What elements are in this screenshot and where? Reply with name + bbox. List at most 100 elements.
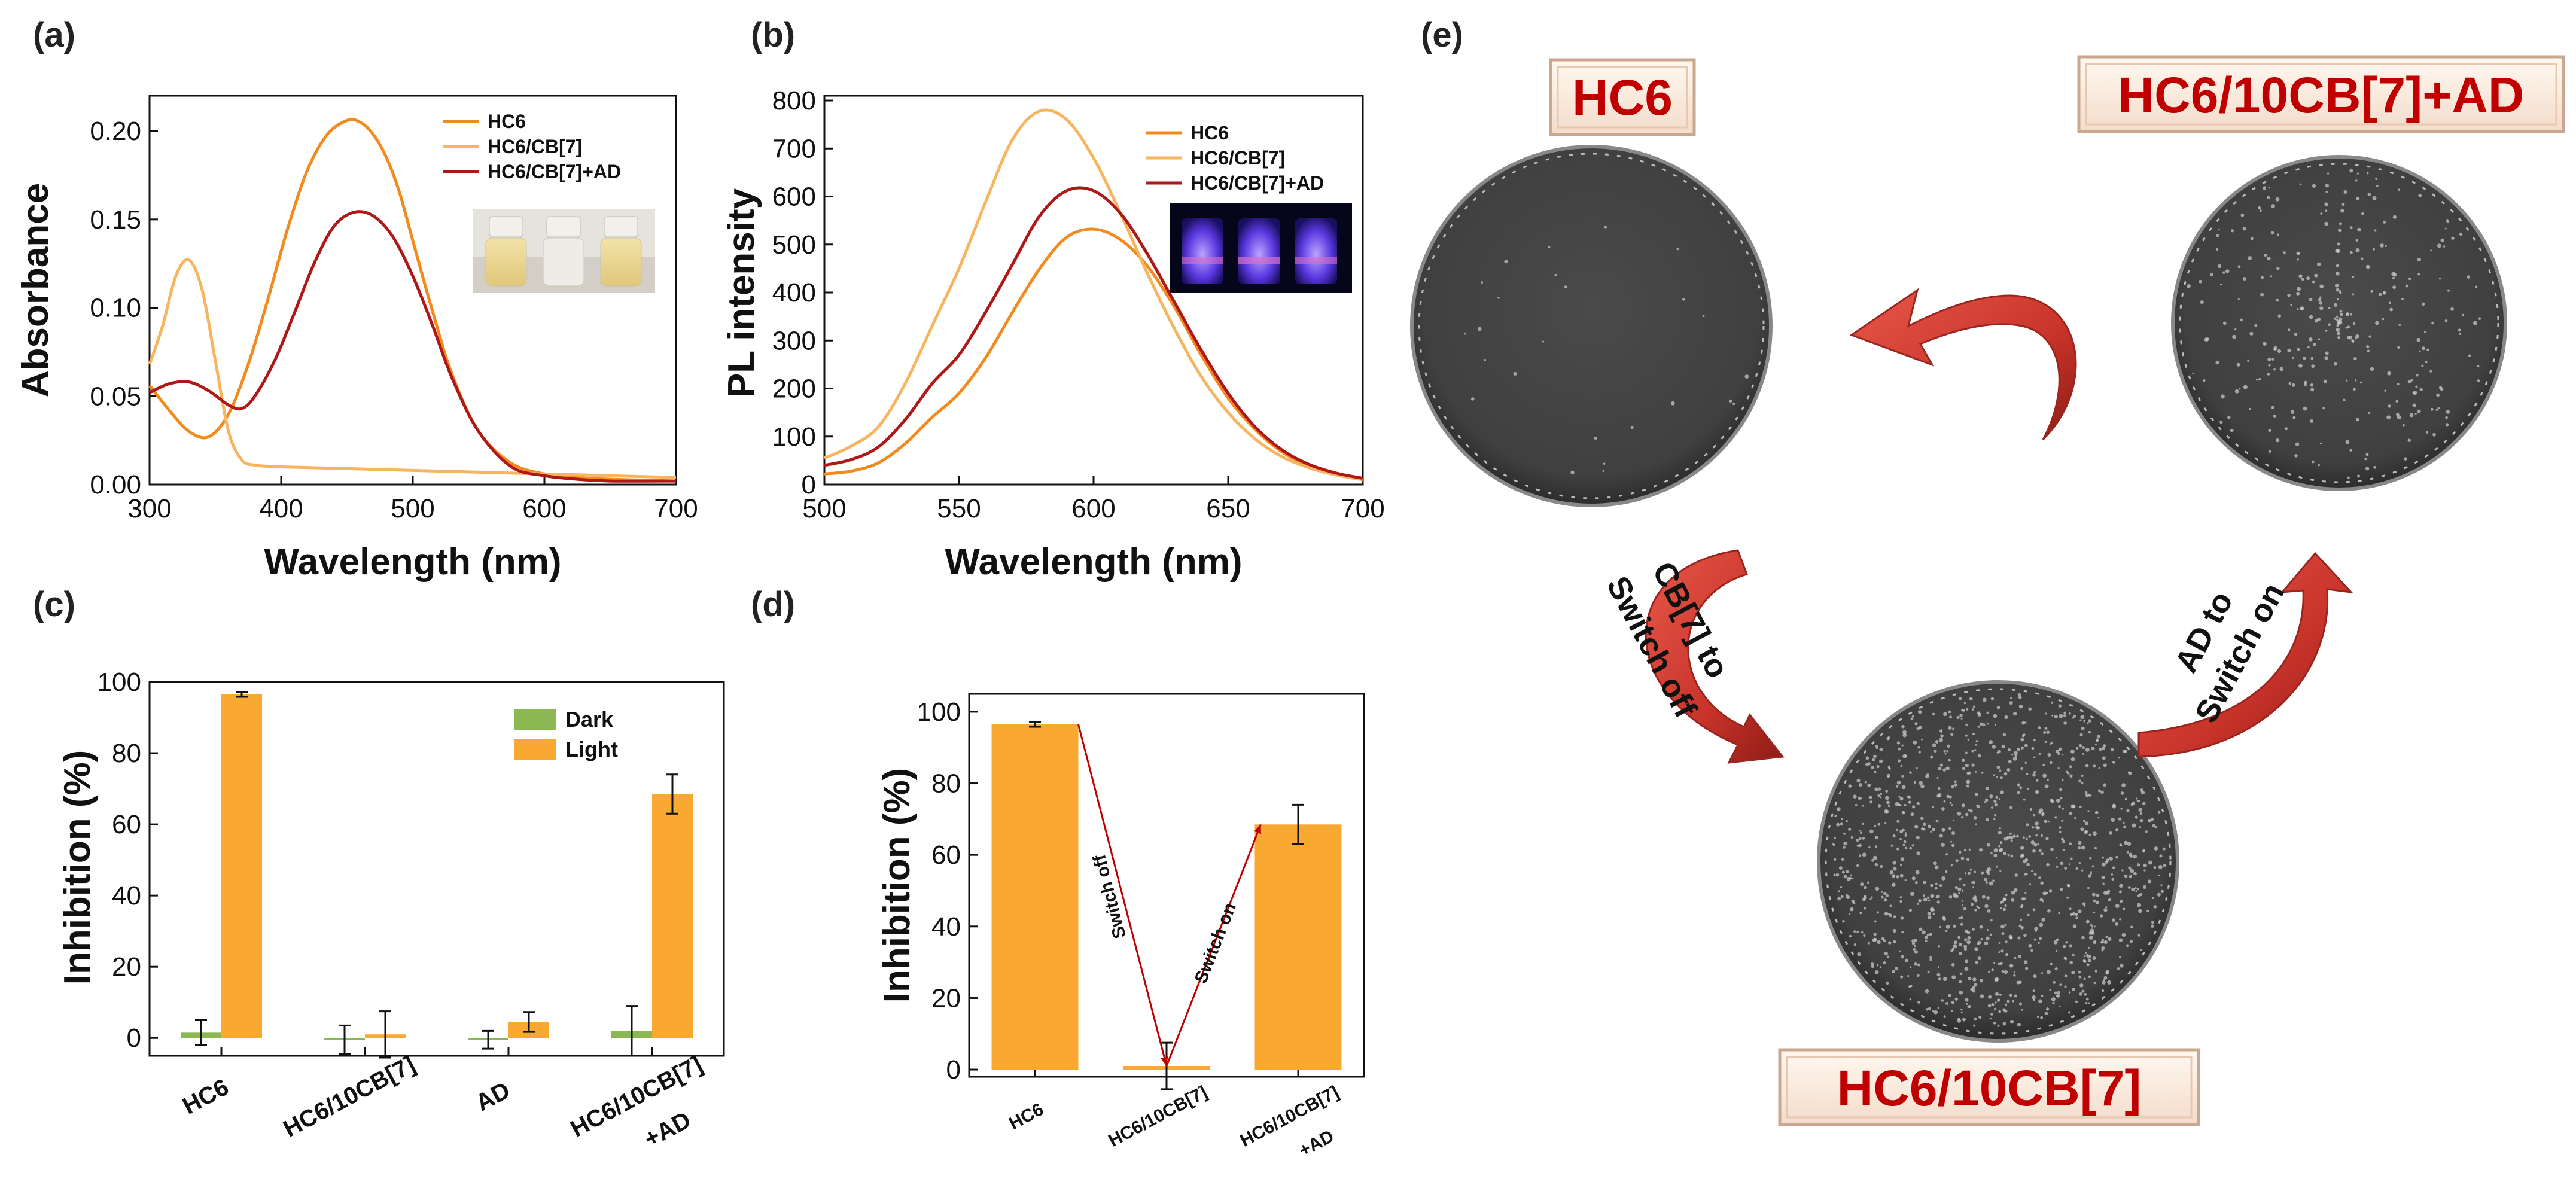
colony-dot — [1972, 928, 1975, 931]
colony-dot — [1933, 749, 1937, 753]
colony-dot — [1990, 1013, 1993, 1016]
colony-dot — [2424, 330, 2426, 333]
colony-dot — [1977, 940, 1981, 945]
colony-dot — [2041, 852, 2044, 855]
arrow-return-to-hc6 — [1849, 288, 2077, 441]
colony-dot — [2058, 704, 2062, 708]
colony-dot — [2337, 228, 2342, 233]
colony-dot — [2350, 313, 2352, 316]
colony-dot — [2072, 988, 2075, 991]
colony-dot — [2270, 231, 2274, 235]
colony-dot — [1936, 794, 1941, 798]
colony-dot — [2402, 424, 2405, 427]
colony-dot — [2247, 360, 2249, 362]
colony-dot — [1841, 858, 1844, 861]
colony-dot — [2070, 804, 2075, 809]
colony-dot — [2103, 976, 2108, 980]
series-lines-b — [823, 108, 1363, 482]
colony-dot — [2092, 956, 2096, 961]
colony-dot — [2345, 440, 2350, 444]
colony-dot — [2072, 924, 2077, 928]
colony-dot — [2136, 887, 2140, 891]
colony-dot — [2325, 330, 2328, 332]
colony-dot — [1989, 740, 1993, 745]
colony-dot — [1953, 819, 1955, 821]
colony-dot — [2401, 297, 2404, 300]
colony-dot — [1862, 897, 1866, 901]
colony-dot — [2366, 345, 2370, 349]
colony-dot — [2017, 936, 2021, 940]
colony-dot — [2015, 834, 2019, 838]
colony-dot — [2324, 356, 2328, 360]
colony-dot — [2259, 209, 2262, 212]
colony-dot — [2120, 808, 2123, 810]
vials-photo-inset-a — [473, 209, 655, 293]
colony-dot — [2353, 357, 2357, 361]
colony-dot — [2271, 406, 2275, 410]
colony-dot — [2013, 712, 2017, 716]
colony-dot — [2026, 837, 2028, 840]
colony-dot — [2071, 970, 2075, 974]
colony-dot — [1919, 725, 1923, 729]
colony-dot — [2024, 761, 2027, 764]
colony-dot — [2343, 190, 2347, 194]
colony-dot — [2158, 811, 2161, 814]
x-tick-label: 600 — [1071, 494, 1115, 523]
colony-dot — [2009, 964, 2014, 968]
colony-dot — [2038, 753, 2041, 755]
colony-dot — [2079, 733, 2083, 737]
colony-dot — [2041, 812, 2045, 817]
colony-dot — [2287, 293, 2291, 297]
colony-dot — [1478, 327, 1482, 331]
colony-dot — [2052, 1001, 2055, 1004]
colony-dot — [2157, 874, 2160, 876]
colony-dot — [2416, 337, 2421, 342]
colony-dot — [2124, 874, 2128, 878]
colony-dot — [2375, 321, 2379, 325]
colony-dot — [2298, 274, 2303, 278]
colony-dot — [1853, 901, 1856, 904]
colony-dot — [1991, 1003, 1995, 1006]
colony-dot — [1876, 964, 1879, 967]
colony-dot — [2001, 931, 2005, 936]
colony-dot — [2093, 831, 2097, 836]
colony-dot — [2382, 318, 2385, 321]
colony-dot — [1884, 912, 1889, 916]
colony-dot — [1896, 875, 1899, 879]
colony-dot — [2023, 859, 2027, 864]
colony-dot — [2227, 416, 2231, 419]
colony-dot — [1942, 977, 1947, 982]
colony-dot — [2124, 750, 2127, 753]
colony-dot — [1856, 838, 1859, 842]
colony-dot — [2477, 365, 2480, 368]
colony-dot — [2035, 834, 2038, 837]
colony-dot — [1964, 959, 1969, 964]
colony-dot — [2421, 302, 2425, 306]
badge-hc6-10cb7: HC6/10CB[7] — [1778, 1048, 2200, 1126]
colony-dot — [2087, 810, 2090, 812]
colony-dot — [2268, 429, 2271, 432]
colony-dot — [2018, 955, 2021, 958]
colony-dot — [2060, 837, 2065, 841]
colony-dot — [2094, 811, 2099, 815]
colony-dot — [1889, 904, 1892, 907]
colony-dot — [1874, 836, 1878, 840]
colony-dot — [1998, 942, 2001, 944]
colony-dot — [1993, 848, 1998, 853]
colony-dot — [2126, 944, 2129, 948]
colony-dot — [2128, 866, 2132, 870]
colony-dot — [2090, 872, 2092, 875]
colony-dot — [2009, 700, 2013, 705]
colony-dot — [2294, 333, 2298, 336]
colony-dot — [2319, 306, 2324, 310]
colony-dot — [1902, 811, 1905, 815]
colony-dot — [2041, 972, 2044, 974]
colony-dot — [2046, 863, 2050, 867]
colony-dot — [1958, 877, 1962, 881]
colony-dot — [2042, 773, 2047, 778]
colony-dot — [1981, 772, 1984, 774]
colony-dot — [1950, 840, 1953, 843]
colony-dot — [2115, 904, 2120, 909]
colony-dot — [2097, 789, 2101, 793]
colony-dot — [2079, 805, 2082, 808]
